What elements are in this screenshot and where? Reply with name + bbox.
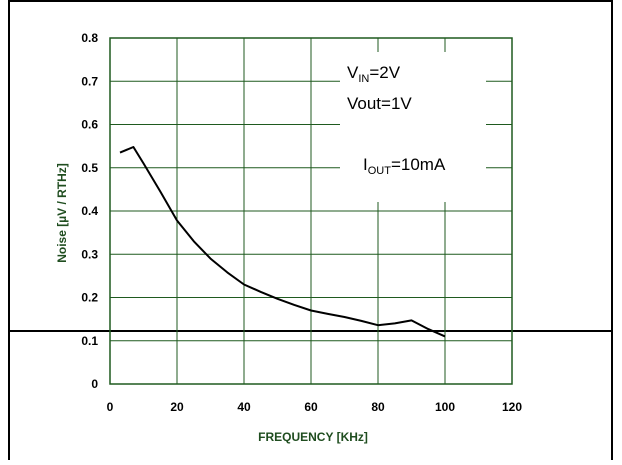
y-tick-label-0.6: 0.6 xyxy=(81,118,98,132)
y-tick-label-0.8: 0.8 xyxy=(81,31,98,45)
y-tick-label-0.1: 0.1 xyxy=(81,334,98,348)
tick-labels: 0 20 40 60 80 100 120 0 0.1 0.2 0.3 0.4 0.5 0.6 0.7 0.8 xyxy=(81,31,522,414)
series-line-1 xyxy=(119,146,446,338)
annotations: VIN=2V Vout=1V IOUT=10mA xyxy=(340,52,486,202)
x-tick-label-60: 60 xyxy=(304,400,318,414)
y-tick-label-0.2: 0.2 xyxy=(81,291,98,305)
x-tick-label-100: 100 xyxy=(435,400,455,414)
y-tick-label-0.5: 0.5 xyxy=(81,161,98,175)
annotation-background xyxy=(340,52,486,202)
x-tick-label-0: 0 xyxy=(107,400,114,414)
y-tick-label-0: 0 xyxy=(91,377,98,391)
y-tick-label-0.7: 0.7 xyxy=(81,74,98,88)
vin-annotation: VIN=2V xyxy=(347,63,401,85)
iout-annotation: IOUT=10mA xyxy=(363,155,446,177)
y-axis-title: Noise [µV / RTHz] xyxy=(55,163,69,263)
x-tick-label-20: 20 xyxy=(170,400,184,414)
x-axis-title: FREQUENCY [KHz] xyxy=(258,430,368,444)
grid xyxy=(109,37,513,385)
plot-area-border xyxy=(109,37,513,385)
y-tick-label-0.3: 0.3 xyxy=(81,247,98,261)
x-tick-label-80: 80 xyxy=(371,400,385,414)
x-tick-label-40: 40 xyxy=(237,400,251,414)
vout-annotation: Vout=1V xyxy=(347,94,412,113)
series-layer xyxy=(119,146,446,338)
y-tick-label-0.4: 0.4 xyxy=(81,204,98,218)
x-tick-label-120: 120 xyxy=(502,400,522,414)
